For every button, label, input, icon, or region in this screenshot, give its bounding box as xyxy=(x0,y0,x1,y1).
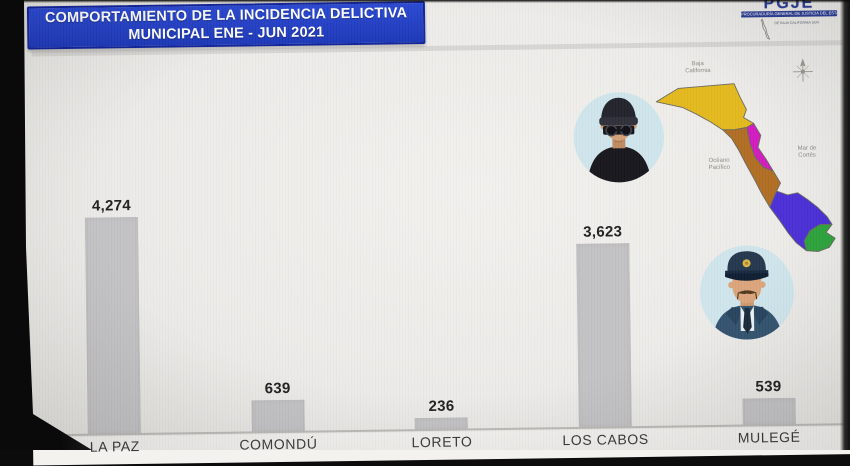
bar-value-label-los-cabos: 3,623 xyxy=(583,223,622,241)
police-officer-icon xyxy=(698,244,795,341)
map-label-east-2: Cortés xyxy=(798,153,816,159)
bcs-municipalities-map: Baja California Océano Pacífico Mar de C… xyxy=(646,44,849,259)
title-banner: COMPORTAMIENTO DE LA INCIDENCIA DELICTIV… xyxy=(27,1,426,50)
screen-bezel-right xyxy=(840,0,850,450)
bar-mulege xyxy=(742,398,795,426)
category-label-los-cabos: LOS CABOS xyxy=(524,430,688,448)
slide-title-line2: MUNICIPAL ENE - JUN 2021 xyxy=(128,24,324,44)
bar-value-label-la-paz: 4,274 xyxy=(92,197,131,215)
slide-content: COMPORTAMIENTO DE LA INCIDENCIA DELICTIV… xyxy=(0,0,850,456)
screen-photo: COMPORTAMIENTO DE LA INCIDENCIA DELICTIV… xyxy=(0,0,850,450)
screen-bezel-top xyxy=(0,0,850,3)
bar-los-cabos xyxy=(576,243,632,428)
bar-value-label-loreto: 236 xyxy=(428,398,454,415)
map-label-north-1: Baja xyxy=(692,61,705,67)
map-label-north-2: California xyxy=(685,68,711,74)
bar-column-la-paz: 4,274 xyxy=(28,58,197,435)
category-label-comondu: COMONDÚ xyxy=(197,435,361,453)
bar-value-label-mulege: 539 xyxy=(755,378,781,395)
map-label-west-1: Océano xyxy=(709,158,731,164)
bar-value-label-comondu: 639 xyxy=(265,380,291,397)
compass-rose-icon xyxy=(793,60,813,82)
bar-column-comondu: 639 xyxy=(191,56,360,433)
pgje-sub-text: DE BAJA CALIFORNIA SUR xyxy=(774,17,819,25)
pgje-logo: PGJE PROCURADURÍA GENERAL DE JUSTICIA DE… xyxy=(739,0,840,41)
photographed-screen: { "slide": { "banner": { "line1": "COMPO… xyxy=(0,0,850,450)
burglar-icon xyxy=(572,91,665,184)
pgje-peninsula-icon xyxy=(759,18,771,40)
bar-la-paz xyxy=(85,217,141,435)
bar-column-loreto: 236 xyxy=(355,54,524,431)
pgje-logo-lower: DE BAJA CALIFORNIA SUR xyxy=(739,17,839,40)
category-label-mulege: MULEGÉ xyxy=(687,428,850,446)
map-label-west-2: Pacífico xyxy=(709,165,731,171)
category-label-loreto: LORETO xyxy=(360,433,524,451)
bar-comondu xyxy=(251,400,304,433)
map-label-east-1: Mar de xyxy=(798,146,817,152)
map-region-north xyxy=(656,83,754,130)
slide-title-line1: COMPORTAMIENTO DE LA INCIDENCIA DELICTIV… xyxy=(45,5,408,27)
